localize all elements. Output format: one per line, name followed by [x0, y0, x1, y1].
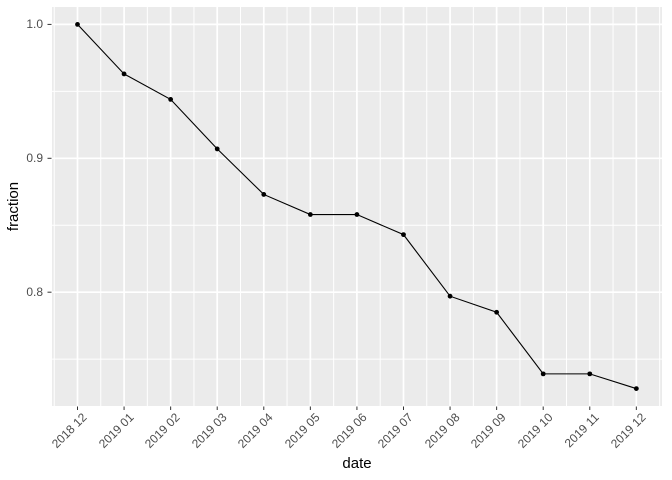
y-axis-title-box: fraction: [2, 7, 26, 406]
data-point: [401, 232, 406, 238]
y-tick-label: 0.9: [26, 151, 43, 166]
data-point: [447, 293, 453, 299]
data-point: [494, 309, 500, 315]
data-point: [168, 96, 174, 102]
data-point: [307, 212, 313, 217]
data-point: [214, 146, 220, 152]
data-point: [587, 371, 593, 377]
y-tick-label: 0.8: [26, 285, 43, 300]
x-axis-title: date: [342, 455, 372, 472]
data-point: [75, 22, 80, 27]
data-point: [540, 371, 546, 377]
data-point: [121, 71, 127, 77]
y-axis-title: fraction: [5, 181, 23, 232]
data-point: [261, 192, 267, 197]
y-tick-label: 1.0: [26, 17, 43, 32]
data-point: [354, 212, 360, 217]
data-point: [633, 386, 639, 391]
